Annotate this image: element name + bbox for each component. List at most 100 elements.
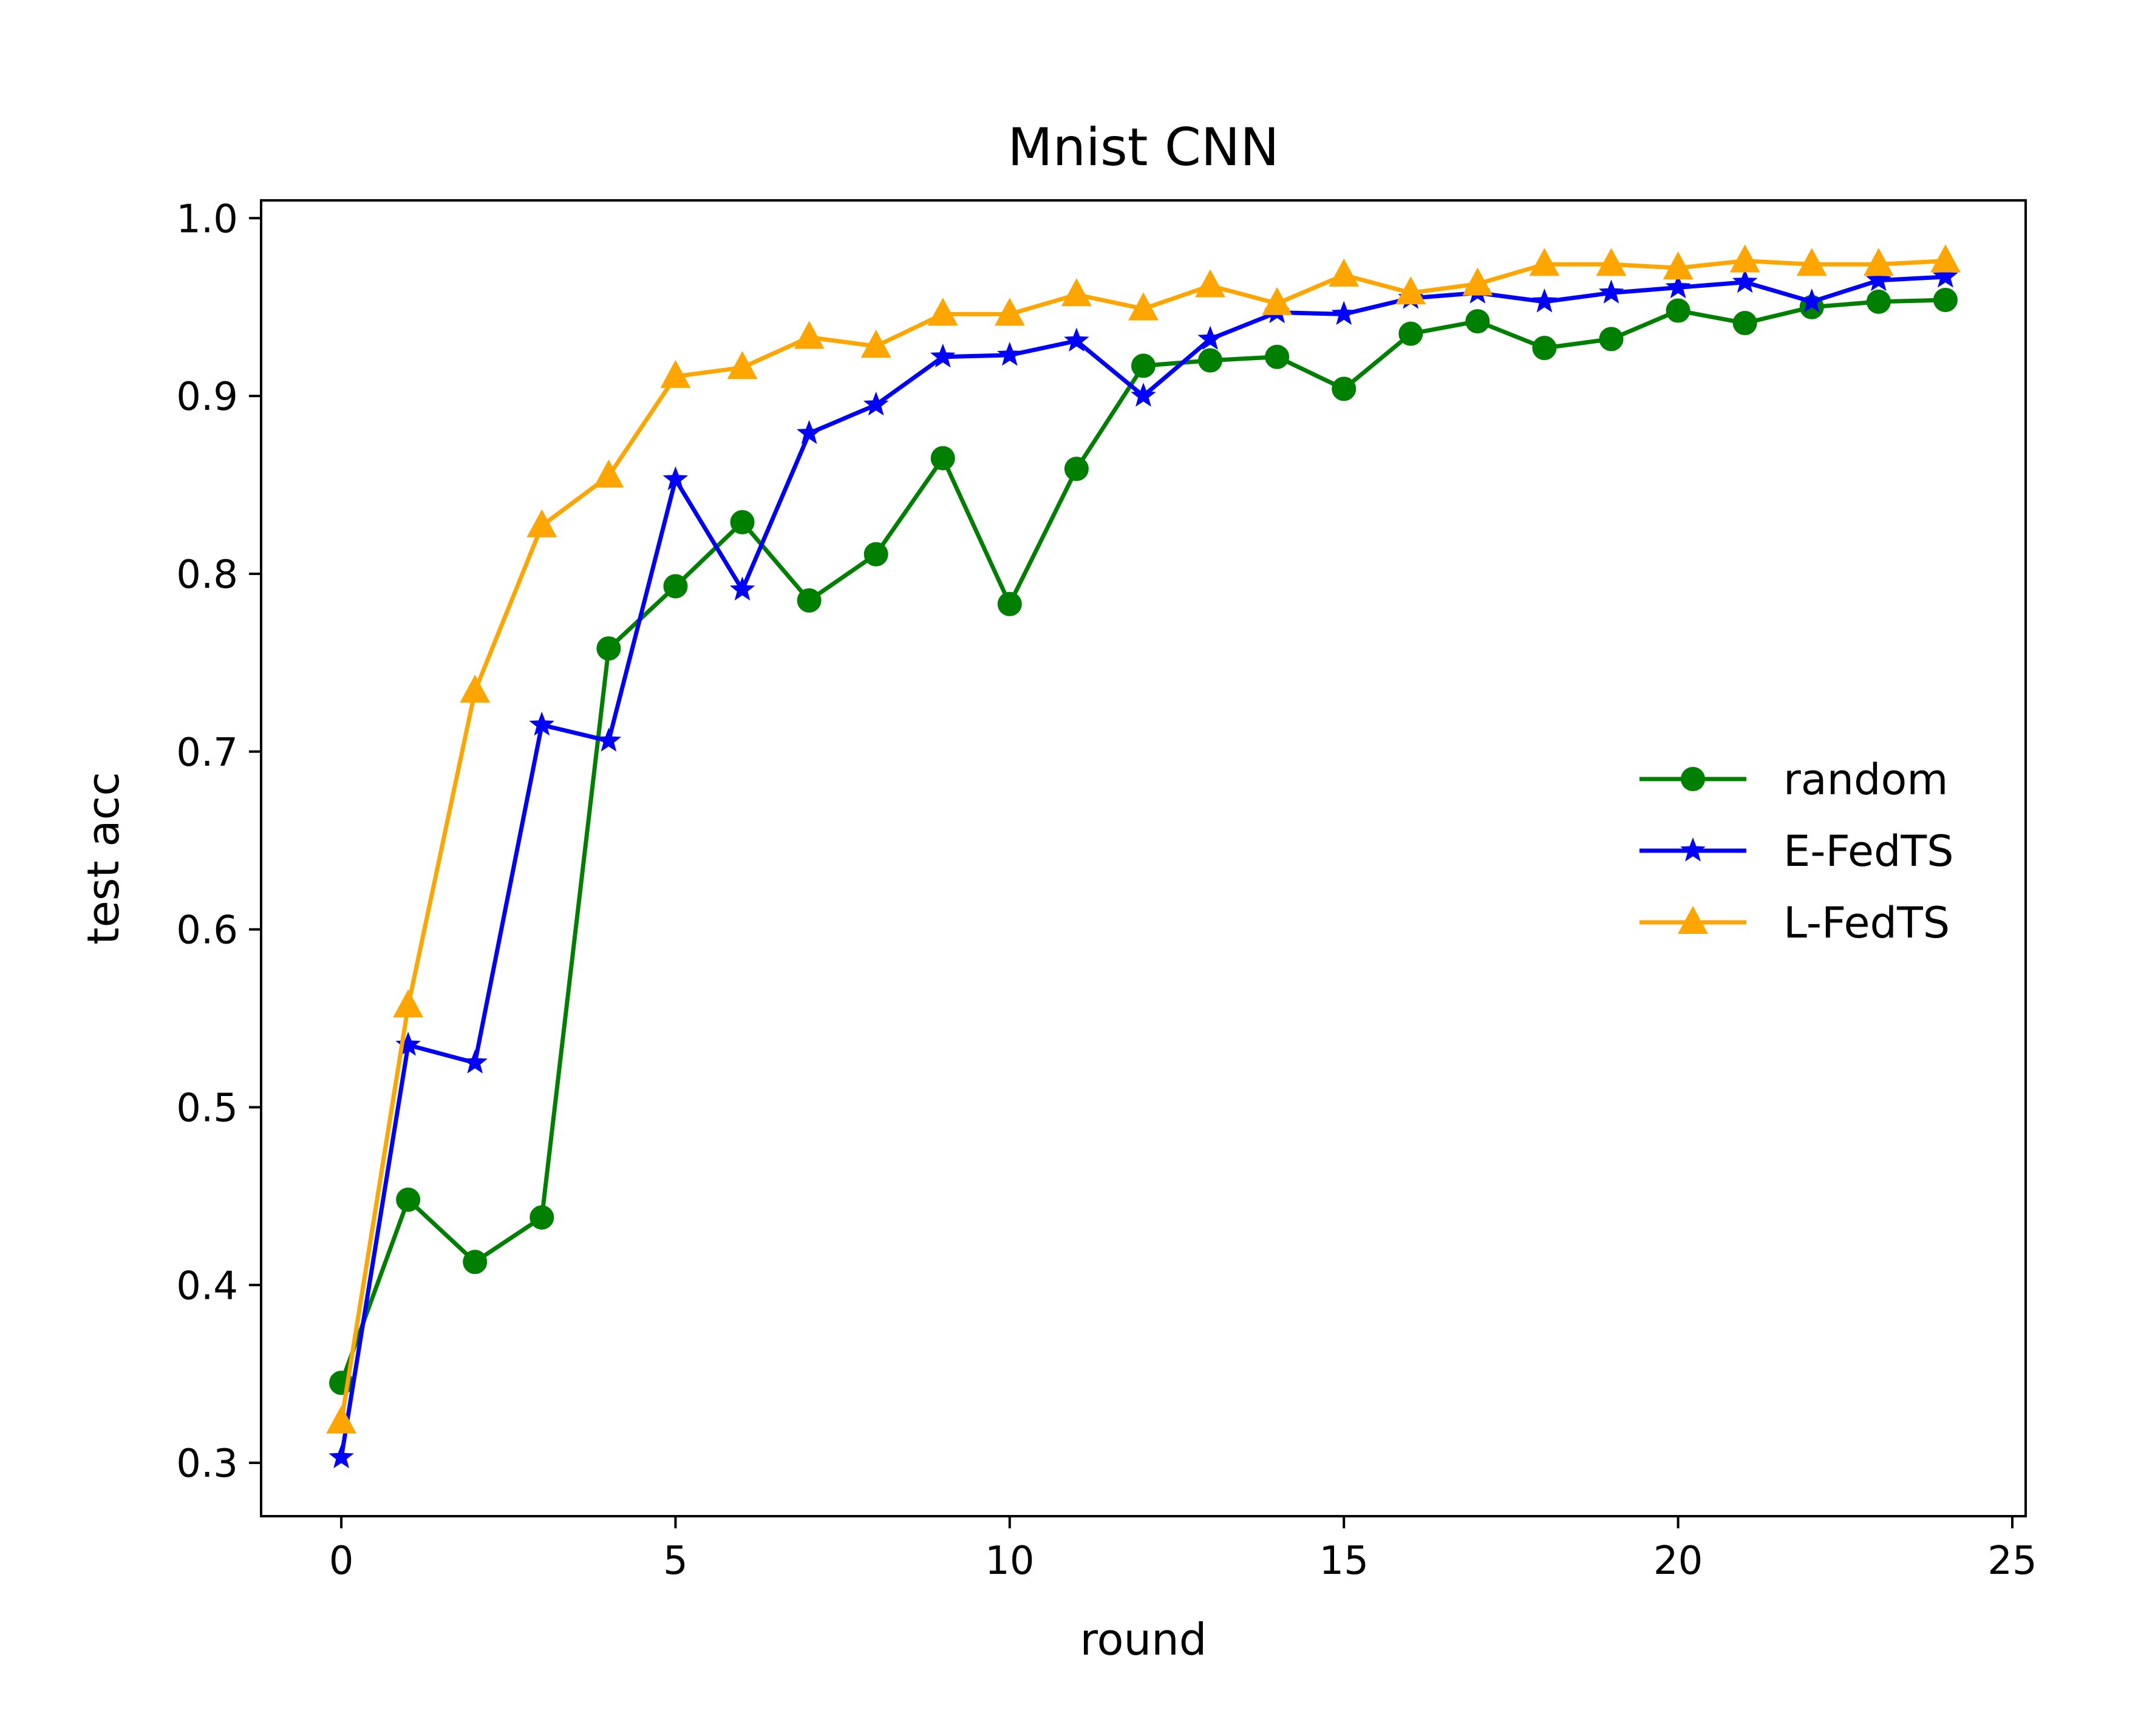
plot-frame [260, 199, 2027, 1517]
data-point-L-FedTS [1863, 248, 1894, 276]
series-random [329, 287, 1958, 1395]
data-point-L-FedTS [727, 351, 758, 380]
data-point-random [529, 1205, 554, 1230]
y-tick-label: 0.8 [176, 553, 238, 597]
data-point-random [1532, 336, 1557, 361]
y-tick-label: 0.5 [176, 1086, 238, 1131]
data-point-E-FedTS [395, 1032, 421, 1056]
data-point-random [1064, 457, 1089, 482]
data-point-L-FedTS [1663, 251, 1694, 280]
legend: random E-FedTS L-FedTS [1639, 755, 1954, 948]
data-point-random [1866, 289, 1891, 314]
legend-label-random: random [1783, 755, 1949, 805]
data-point-E-FedTS [729, 576, 755, 601]
x-tick-label: 15 [1319, 1539, 1369, 1584]
data-point-L-FedTS [1329, 258, 1360, 287]
data-point-L-FedTS [994, 298, 1025, 326]
data-point-random [1332, 376, 1357, 401]
data-point-E-FedTS [1131, 383, 1156, 407]
x-axis-label: round [1080, 1614, 1207, 1665]
data-point-random [1599, 327, 1624, 352]
data-point-random [1666, 298, 1690, 323]
data-point-E-FedTS [796, 420, 822, 444]
legend-entry-random: random [1639, 755, 1949, 805]
data-point-L-FedTS [1128, 292, 1159, 321]
data-point-random [930, 446, 955, 471]
data-point-E-FedTS [462, 1049, 488, 1074]
data-point-L-FedTS [1195, 269, 1226, 298]
data-point-E-FedTS [1665, 274, 1691, 299]
x-tick-label: 20 [1653, 1539, 1703, 1584]
chart-title: Mnist CNN [1007, 117, 1279, 178]
data-point-L-FedTS [1930, 244, 1961, 273]
data-point-L-FedTS [660, 359, 691, 388]
data-point-random [997, 591, 1022, 616]
y-tick-label: 0.9 [176, 375, 238, 420]
legend-marker-L-FedTS [1678, 905, 1708, 934]
y-tick-label: 0.4 [176, 1264, 238, 1309]
data-point-random [1465, 309, 1490, 334]
data-point-E-FedTS [1799, 288, 1825, 313]
legend-marker-random [1681, 767, 1705, 791]
data-point-E-FedTS [329, 1444, 354, 1468]
data-point-L-FedTS [1596, 248, 1627, 276]
data-point-L-FedTS [1395, 276, 1426, 305]
y-axis-label: test acc [78, 772, 129, 944]
data-point-E-FedTS [1598, 279, 1624, 304]
x-axis: 0 5 10 15 20 25 [329, 1516, 2037, 1584]
data-point-E-FedTS [529, 712, 555, 736]
data-point-E-FedTS [1531, 288, 1558, 313]
legend-label-E-FedTS: E-FedTS [1783, 826, 1954, 876]
data-point-L-FedTS [593, 459, 624, 488]
data-point-random [730, 510, 755, 535]
data-point-E-FedTS [1866, 267, 1891, 291]
data-point-random [596, 636, 621, 661]
y-axis: 0.3 0.4 0.5 0.6 0.7 0.8 0.9 1.0 [176, 197, 261, 1486]
data-point-E-FedTS [1732, 268, 1758, 293]
data-point-E-FedTS [863, 391, 889, 416]
legend-label-L-FedTS: L-FedTS [1783, 898, 1950, 948]
data-point-random [1131, 353, 1156, 378]
data-point-L-FedTS [1796, 248, 1827, 276]
x-tick-label: 5 [663, 1539, 688, 1584]
data-point-E-FedTS [1064, 327, 1089, 352]
data-point-L-FedTS [526, 509, 557, 537]
data-point-random [1398, 321, 1423, 346]
data-point-random [1732, 311, 1757, 336]
data-point-E-FedTS [1933, 264, 1958, 288]
data-point-random [797, 588, 822, 613]
legend-entry-E-FedTS: E-FedTS [1639, 826, 1954, 876]
series-L-FedTS [326, 244, 1961, 1434]
data-point-L-FedTS [1262, 287, 1293, 315]
data-point-E-FedTS [997, 341, 1023, 366]
data-point-random [1265, 344, 1290, 369]
x-tick-label: 10 [985, 1539, 1034, 1584]
x-tick-label: 25 [1987, 1539, 2037, 1584]
data-point-random [1198, 348, 1223, 373]
data-point-L-FedTS [1529, 248, 1560, 276]
data-point-E-FedTS [662, 466, 689, 491]
data-point-E-FedTS [1331, 301, 1357, 325]
y-tick-label: 0.7 [176, 730, 238, 775]
data-point-random [1933, 287, 1958, 312]
series-layer [326, 244, 1961, 1468]
data-point-random [863, 542, 888, 567]
data-point-L-FedTS [460, 675, 491, 703]
y-tick-label: 0.6 [176, 908, 238, 953]
y-tick-label: 0.3 [176, 1442, 238, 1486]
legend-marker-E-FedTS [1680, 837, 1706, 862]
data-point-L-FedTS [326, 1405, 357, 1434]
data-point-L-FedTS [794, 321, 825, 349]
series-E-FedTS [329, 264, 1958, 1468]
data-point-L-FedTS [927, 298, 958, 326]
legend-entry-L-FedTS: L-FedTS [1639, 898, 1950, 948]
data-point-E-FedTS [1197, 325, 1223, 350]
data-point-L-FedTS [1729, 244, 1760, 273]
data-point-random [663, 574, 688, 599]
data-point-L-FedTS [1061, 278, 1092, 307]
y-tick-label: 1.0 [176, 197, 238, 242]
data-point-L-FedTS [860, 330, 891, 358]
